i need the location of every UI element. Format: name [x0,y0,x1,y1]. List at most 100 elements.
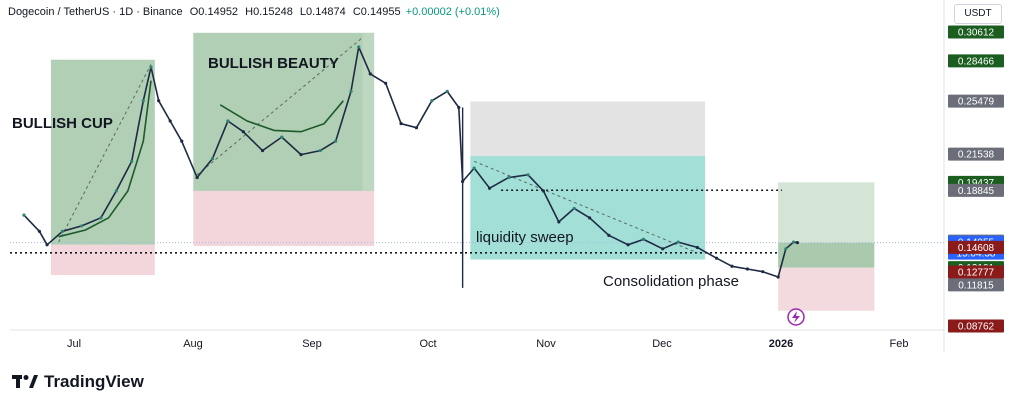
price-label-box [948,240,1004,254]
price-label-box [948,278,1004,292]
price-point [557,220,561,224]
price-point [241,130,245,134]
price-point [607,233,611,237]
price-label-box [948,54,1004,68]
price-point [399,122,403,126]
x-tick-label: Oct [419,338,436,350]
price-label-countdown: 15:04:38 [957,249,996,260]
sweep-target-zone [470,101,706,156]
open-value: O0.14952 [189,6,239,18]
price-point [445,89,449,93]
price-point [318,148,322,153]
price-point [141,99,145,103]
x-tick-label: 2026 [769,338,793,350]
price-point [168,119,172,123]
price-point [80,224,84,228]
brand-name: TradingView [44,372,144,391]
symbol-header: Dogecoin / TetherUS · 1D · Binance O0.14… [8,6,500,18]
price-point [661,247,665,251]
price-point [526,173,530,177]
price-label-box [948,319,1004,333]
lightning-icon [792,311,800,323]
price-point [487,186,492,190]
x-tick-label: Jul [67,338,81,350]
symbol-name[interactable]: Dogecoin / TetherUS · 1D · Binance [8,6,183,18]
beauty-stop-zone [193,190,375,247]
price-point [260,148,265,153]
price-point [507,175,511,180]
price-label-box [948,183,1004,197]
price-label-text: 0.25479 [958,97,995,108]
price-label-text: 0.14608 [958,243,995,254]
annotation-label: BULLISH BEAUTY [208,55,339,72]
x-tick-label: Nov [536,338,556,350]
price-point [299,153,303,157]
price-label-box [948,25,1004,39]
currency-button[interactable]: USDT [954,4,1002,24]
annotation-label: liquidity sweep [476,229,574,246]
price-point [210,157,215,161]
target-zone [778,182,875,243]
price-point [714,256,719,260]
price-label-text: 0.28466 [958,56,995,67]
cup-stop-zone [50,244,155,276]
price-point [730,264,734,268]
price-point [384,81,388,85]
price-point [368,72,372,76]
change-value: +0.00002 (+0.01%) [405,6,500,18]
tradingview-logo-icon [12,375,38,388]
price-label-text: 0.19437 [958,178,995,189]
beauty-curve [219,100,344,133]
price-point [784,247,788,251]
price-point [37,229,41,233]
price-point [357,45,361,49]
annotation-label: Consolidation phase [603,273,739,290]
price-point [695,245,699,250]
beauty-tail-zone [362,32,375,191]
current-zone [778,242,875,268]
price-point [157,99,161,103]
price-point [572,206,576,211]
stop-zone [778,267,875,311]
price-point [280,135,284,139]
cup-curve [58,80,152,238]
price-point [226,119,230,123]
x-tick-label: Sep [302,338,322,350]
price-label-text: 0.08762 [958,322,995,333]
price-point [472,166,476,170]
price-label-text: 0.30612 [958,28,995,39]
price-point [334,139,338,143]
sweep-trend-line [473,160,698,254]
price-point [195,175,199,180]
price-point [430,99,434,103]
price-point [60,229,65,233]
price-label-box [948,265,1004,279]
x-tick-label: Dec [652,338,672,350]
price-point [22,213,26,217]
price-point [761,270,765,274]
price-point [795,241,799,245]
price-label-text: 0.18845 [958,186,995,197]
price-point [349,89,353,93]
price-label-text: 0.12777 [958,267,995,278]
price-point [776,275,780,279]
price-label-box [948,147,1004,161]
price-label-box [948,94,1004,108]
price-point [414,126,419,130]
price-point [45,243,49,247]
x-tick-label: Aug [183,338,203,350]
low-value: L0.14874 [299,6,346,18]
price-point [676,240,680,244]
price-label-text: 0.21538 [958,150,995,161]
price-label-text: 0.11815 [958,280,994,291]
price-point [588,216,592,220]
high-value: H0.15248 [245,6,293,18]
x-tick-label: Feb [890,338,909,350]
price-point [457,105,461,110]
price-point [626,243,630,247]
price-point [99,216,103,220]
price-point [541,189,546,193]
price-point [149,65,153,69]
